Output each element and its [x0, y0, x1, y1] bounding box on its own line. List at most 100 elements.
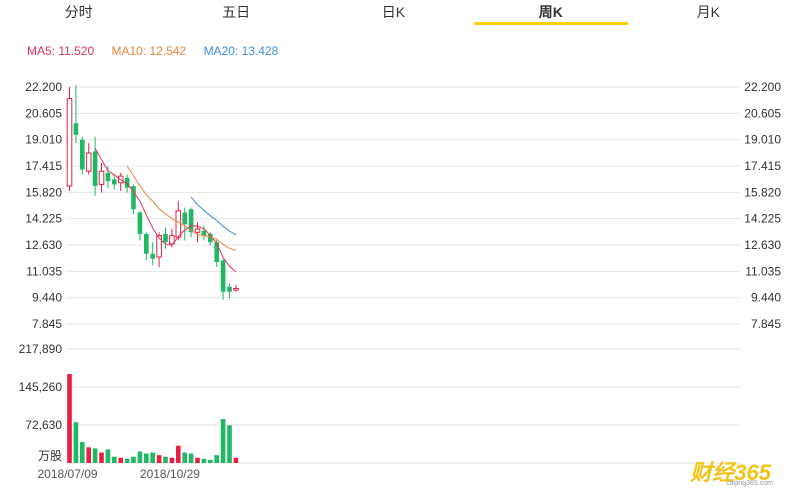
volume-bar [156, 455, 162, 463]
candle-body [156, 235, 162, 258]
volume-bar [201, 458, 207, 463]
volume-bar [214, 455, 219, 463]
volume-tick-label: 145,260 [19, 380, 63, 394]
price-tick-label-right: 20.605 [744, 106, 781, 120]
price-tick-label-right: 12.630 [744, 238, 781, 252]
price-tick-label: 14.225 [25, 212, 62, 226]
price-tick-label-right: 17.415 [744, 159, 781, 173]
volume-bar [188, 453, 194, 463]
date-axis: 2018/07/09 2018/10/29 [38, 467, 201, 481]
volume-bar [176, 445, 181, 463]
candle-body [66, 98, 73, 187]
candle-body [194, 228, 201, 233]
candle-body [98, 170, 105, 185]
volume-bar [233, 457, 239, 463]
volume-bar [73, 422, 79, 463]
volume-bar [112, 456, 117, 463]
candle-body [92, 151, 98, 187]
candle-body [85, 152, 92, 172]
candle-body [131, 186, 136, 210]
candle-body [112, 179, 117, 185]
candle-body [144, 233, 149, 254]
volume-bar [227, 425, 232, 463]
volume-bar [92, 448, 98, 463]
ma-legend: MA5: 11.520 MA10: 12.542 MA20: 13.428 [27, 44, 292, 58]
candle-body [150, 253, 155, 259]
watermark-url: caijing365.com [726, 480, 773, 487]
price-axis-left: 22.200 20.605 19.010 17.415 15.820 14.225 12.6… [25, 80, 62, 331]
ma20-line [190, 196, 237, 236]
price-tick-label: 17.415 [25, 159, 62, 173]
volume-axis: 217,890 145,260 72,630 万股 [19, 342, 63, 463]
candle-body [137, 212, 143, 234]
watermark-text: 财经365 [690, 460, 771, 485]
volume-unit-label: 万股 [38, 449, 62, 463]
candle-body [163, 233, 168, 243]
price-tick-label-right: 14.225 [744, 212, 781, 226]
volume-bar [163, 456, 168, 463]
volume-bar [99, 452, 104, 463]
volume-bar [220, 419, 226, 463]
price-tick-label: 19.010 [25, 133, 62, 147]
candle-body [208, 233, 213, 243]
price-tick-label: 12.630 [25, 238, 62, 252]
volume-tick-label: 72,630 [25, 418, 62, 432]
tab-weekly-k[interactable]: 周K [472, 0, 629, 26]
price-tick-label-right: 22.200 [744, 80, 781, 94]
ma-lines [94, 148, 237, 273]
candle-body [201, 230, 207, 236]
price-tick-label-right: 11.035 [745, 264, 781, 278]
volume-bar [150, 452, 155, 463]
candle-body [188, 209, 194, 233]
volume-bar [118, 457, 123, 463]
legend-ma10: MA10: 12.542 [111, 44, 187, 58]
period-tabs: 分时 五日 日K 周K 月K [0, 0, 787, 26]
price-tick-label: 15.820 [25, 185, 62, 199]
price-tick-label-right: 7.845 [751, 317, 781, 331]
volume-bars [67, 374, 239, 463]
volume-tick-label: 217,890 [19, 342, 63, 356]
volume-bar [137, 451, 143, 463]
volume-bar [195, 457, 200, 463]
volume-bar [80, 442, 85, 463]
price-tick-label: 20.605 [25, 106, 62, 120]
tab-five-day[interactable]: 五日 [222, 4, 251, 20]
candle-body [73, 123, 79, 135]
tab-daily-k[interactable]: 日K [381, 4, 406, 20]
candle-body [175, 210, 182, 238]
volume-bar [131, 456, 136, 463]
date-tick-label: 2018/07/09 [38, 467, 98, 481]
candle-body [169, 235, 175, 245]
candle-body [214, 242, 219, 263]
watermark-logo: 财经365 caijing365.com [673, 457, 781, 487]
price-tick-label-right: 15.820 [744, 185, 781, 199]
price-axis-right: 22.200 20.605 19.010 17.415 15.820 14.225 12.6… [744, 80, 781, 331]
tab-monthly-k[interactable]: 月K [696, 4, 720, 20]
volume-bar [105, 449, 111, 463]
candle-body [124, 177, 130, 188]
tab-intraday[interactable]: 分时 [64, 4, 93, 20]
candle-body [80, 139, 85, 170]
volume-bar [124, 458, 130, 463]
candle-body [233, 287, 239, 291]
ma10-line [126, 165, 237, 251]
volume-bar [86, 447, 91, 463]
candle-body [220, 260, 226, 292]
volume-bar [182, 452, 187, 463]
price-tick-label: 11.035 [26, 264, 62, 278]
candle-body [105, 172, 111, 182]
price-tick-label: 7.845 [32, 317, 62, 331]
price-tick-label: 22.200 [25, 80, 62, 94]
price-tick-label-right: 9.440 [751, 291, 781, 305]
volume-bar [169, 457, 175, 463]
chart-grid [66, 86, 740, 464]
candle-body [227, 286, 232, 292]
candle-body [182, 212, 187, 225]
volume-bar [67, 374, 72, 463]
legend-ma5: MA5: 11.520 [27, 44, 95, 58]
price-tick-label-right: 19.010 [744, 133, 781, 147]
volume-bar [208, 459, 213, 463]
legend-ma20: MA20: 13.428 [203, 44, 279, 58]
date-tick-label: 2018/10/29 [140, 467, 200, 481]
